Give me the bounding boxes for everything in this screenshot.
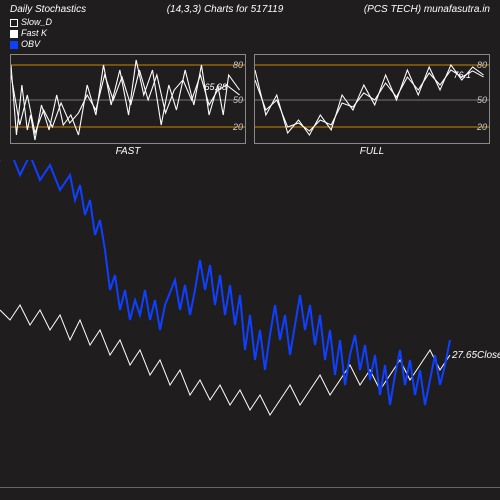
sub-chart-full-wrapper: 80 50 20 76.1 FULL [254, 54, 490, 157]
close-value-label: 27.65Close [452, 350, 500, 361]
sub-chart-fast-wrapper: 80 50 20 65.38 FAST [10, 54, 246, 157]
legend-box-slow-d [10, 19, 18, 27]
sub-chart-full: 80 50 20 76.1 [254, 54, 490, 144]
axis-tick-label: 50 [477, 95, 487, 105]
legend-obv: OBV [10, 39, 490, 50]
sub-charts-row: 80 50 20 65.38 FAST 80 50 20 76.1 FULL [0, 50, 500, 161]
legend: Slow_D Fast K OBV [0, 17, 500, 50]
sub-chart-value: 65.38 [204, 82, 227, 92]
legend-label-fast-k: Fast K [21, 28, 47, 39]
bottom-axis-line [0, 487, 500, 488]
main-chart: 27.65Close [0, 160, 500, 480]
sub-chart-value: 76.1 [453, 70, 471, 80]
axis-tick-label: 80 [233, 60, 243, 70]
legend-label-obv: OBV [21, 39, 40, 50]
sub-label-fast: FAST [10, 146, 246, 157]
legend-box-obv [10, 41, 18, 49]
sub-chart-fast: 80 50 20 65.38 [10, 54, 246, 144]
legend-box-fast-k [10, 30, 18, 38]
header-center: (14,3,3) Charts for 517119 [167, 4, 284, 15]
legend-fast-k: Fast K [10, 28, 490, 39]
axis-tick-label: 50 [233, 95, 243, 105]
header-title: Daily Stochastics [10, 4, 86, 15]
axis-tick-label: 20 [233, 122, 243, 132]
sub-label-full: FULL [254, 146, 490, 157]
legend-label-slow-d: Slow_D [21, 17, 52, 28]
axis-tick-label: 20 [477, 122, 487, 132]
header-right: (PCS TECH) munafasutra.in [364, 4, 490, 15]
chart-header: Daily Stochastics (14,3,3) Charts for 51… [0, 0, 500, 17]
legend-slow-d: Slow_D [10, 17, 490, 28]
axis-tick-label: 80 [477, 60, 487, 70]
